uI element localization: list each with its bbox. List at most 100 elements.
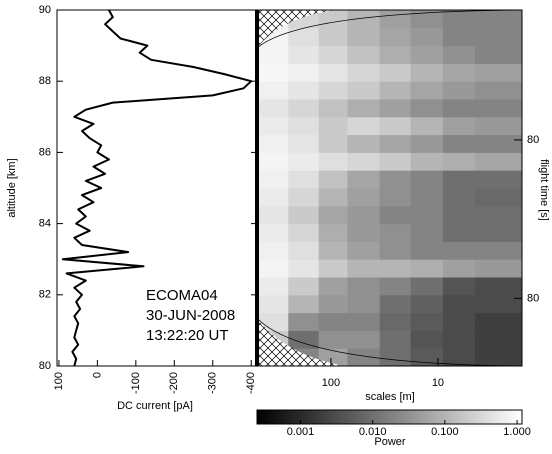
- heat-cell: [318, 277, 348, 296]
- heat-cell: [347, 188, 381, 207]
- heat-cell: [410, 10, 444, 29]
- heat-cell: [347, 99, 381, 118]
- heat-cell: [347, 45, 381, 64]
- heat-cell: [475, 294, 523, 314]
- heat-cell: [475, 152, 523, 171]
- annotation: 30-JUN-2008: [146, 307, 235, 324]
- heat-cell: [347, 223, 381, 242]
- heat-cell: [288, 116, 320, 136]
- heat-cell: [410, 205, 444, 225]
- heat-cell: [379, 277, 412, 296]
- heat-cell: [410, 312, 444, 331]
- heat-cell: [379, 99, 412, 118]
- heat-cell: [442, 188, 476, 207]
- heat-cell: [257, 294, 289, 314]
- heat-cell: [288, 223, 320, 242]
- heat-cell: [379, 10, 412, 29]
- heat-cell: [257, 241, 289, 260]
- heat-cell: [442, 10, 476, 29]
- y-tick-label: 84: [39, 218, 51, 230]
- heat-cell: [288, 205, 320, 225]
- heat-cell: [288, 99, 320, 118]
- heat-cell: [347, 134, 381, 153]
- heat-cell: [318, 152, 348, 171]
- x-tick-label: -100: [130, 372, 142, 394]
- heat-cell: [442, 294, 476, 314]
- colorbar-label: Power: [374, 436, 406, 448]
- heat-cell: [318, 312, 348, 331]
- heat-cell: [410, 170, 444, 189]
- heat-cell: [288, 152, 320, 171]
- heat-cell: [257, 259, 289, 278]
- heat-cell: [442, 330, 476, 349]
- heat-cell: [475, 348, 523, 367]
- heat-cell: [379, 188, 412, 207]
- heat-cell: [379, 259, 412, 278]
- heat-cell: [318, 188, 348, 207]
- cone-of-influence: [257, 10, 335, 48]
- heat-cell: [379, 134, 412, 153]
- heat-cell: [442, 116, 476, 136]
- heat-cell: [442, 170, 476, 189]
- heat-cell: [475, 134, 523, 153]
- heat-cell: [257, 116, 289, 136]
- x-tick-label: -300: [207, 372, 219, 394]
- heat-cell: [379, 63, 412, 82]
- heat-cell: [347, 170, 381, 189]
- heat-cell: [347, 81, 381, 100]
- cone-of-influence: [257, 318, 345, 366]
- heat-cell: [442, 152, 476, 171]
- heat-cell: [288, 277, 320, 296]
- heat-cell: [288, 134, 320, 153]
- heat-cell: [442, 134, 476, 153]
- heat-cell: [318, 99, 348, 118]
- y-tick-label: 86: [39, 146, 51, 158]
- heat-cell: [442, 223, 476, 242]
- heat-cell: [410, 277, 444, 296]
- heat-cell: [410, 45, 444, 64]
- heat-cell: [288, 330, 320, 349]
- heat-cell: [318, 259, 348, 278]
- heat-cell: [410, 241, 444, 260]
- heat-cell: [257, 223, 289, 242]
- y-tick-label: 80: [39, 360, 51, 372]
- y-axis-label: altitude [km]: [6, 158, 18, 217]
- heat-cell: [475, 241, 523, 260]
- heat-cell: [257, 205, 289, 225]
- heat-cell: [410, 223, 444, 242]
- heat-cell: [347, 116, 381, 136]
- colorbar: [256, 409, 523, 425]
- heat-cell: [318, 116, 348, 136]
- heat-cell: [257, 277, 289, 296]
- heat-cell: [410, 99, 444, 118]
- heat-cell: [442, 63, 476, 82]
- heat-cell: [475, 223, 523, 242]
- x-axis-label: scales [m]: [365, 391, 415, 403]
- heat-cell: [257, 170, 289, 189]
- heat-cell: [347, 205, 381, 225]
- heat-cell: [475, 205, 523, 225]
- heat-cell: [475, 330, 523, 349]
- heat-cell: [379, 223, 412, 242]
- annotation: ECOMA04: [146, 287, 218, 304]
- heat-cell: [318, 294, 348, 314]
- colorbar-tick-label: 1.000: [503, 426, 531, 438]
- heat-cell: [288, 63, 320, 82]
- heat-cell: [257, 152, 289, 171]
- heat-cell: [257, 188, 289, 207]
- heat-cell: [318, 10, 348, 29]
- heat-cell: [410, 294, 444, 314]
- heat-cell: [257, 81, 289, 100]
- heat-cell: [257, 63, 289, 82]
- profile-line: [61, 9, 253, 367]
- heat-cell: [288, 81, 320, 100]
- heat-cell: [442, 45, 476, 64]
- colorbar-tick-label: 0.100: [431, 426, 459, 438]
- heat-cell: [257, 134, 289, 153]
- heat-cell: [442, 259, 476, 278]
- heat-cell: [410, 63, 444, 82]
- heat-cell: [379, 81, 412, 100]
- heat-cell: [475, 188, 523, 207]
- x-tick-label: 100: [53, 372, 65, 390]
